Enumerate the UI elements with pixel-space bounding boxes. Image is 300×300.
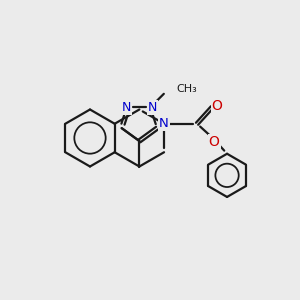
- Text: N: N: [159, 117, 169, 130]
- Text: N: N: [148, 101, 158, 114]
- Text: N: N: [121, 101, 131, 114]
- Text: O: O: [212, 99, 223, 113]
- Text: O: O: [209, 135, 220, 149]
- Text: CH₃: CH₃: [176, 84, 197, 94]
